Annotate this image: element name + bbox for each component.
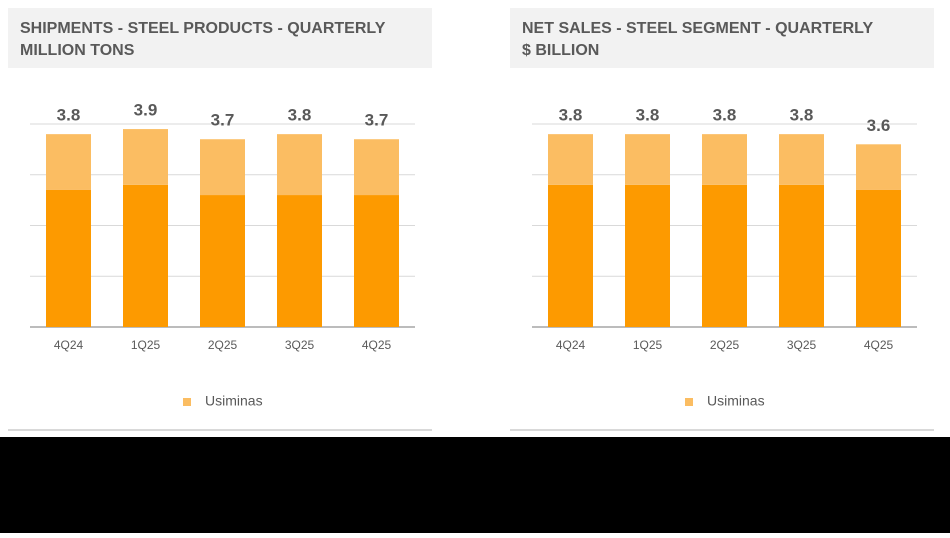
x-tick-label: 4Q24 xyxy=(556,338,586,352)
title-bar xyxy=(510,8,934,68)
chart-subtitle: $ BILLION xyxy=(522,42,599,59)
bar-segment xyxy=(856,189,901,327)
x-tick-label: 3Q25 xyxy=(285,338,315,352)
x-tick-label: 1Q25 xyxy=(633,338,663,352)
bar-segment xyxy=(46,189,91,327)
legend-label: Usiminas xyxy=(707,393,765,409)
total-label: 3.8 xyxy=(288,106,312,125)
bar-segment xyxy=(277,195,322,327)
bar-segment xyxy=(548,184,593,327)
x-tick-label: 3Q25 xyxy=(787,338,817,352)
total-label: 3.9 xyxy=(134,101,158,120)
bar-segment xyxy=(277,134,322,196)
total-label: 3.7 xyxy=(365,111,389,130)
bar-segment xyxy=(702,184,747,327)
x-tick-label: 2Q25 xyxy=(710,338,740,352)
legend-swatch xyxy=(685,398,693,406)
total-label: 3.6 xyxy=(867,116,891,135)
legend-label: Usiminas xyxy=(205,393,263,409)
total-label: 3.8 xyxy=(57,106,81,125)
bar-segment xyxy=(200,195,245,327)
chart-subtitle: MILLION TONS xyxy=(20,42,135,59)
total-label: 3.7 xyxy=(211,111,235,130)
bar-segment xyxy=(354,139,399,196)
bar-segment xyxy=(779,184,824,327)
x-tick-label: 1Q25 xyxy=(131,338,161,352)
bar-segment xyxy=(625,134,670,185)
chart-title: SHIPMENTS - STEEL PRODUCTS - QUARTERLY xyxy=(20,20,386,37)
total-label: 3.8 xyxy=(790,106,814,125)
x-tick-label: 4Q25 xyxy=(362,338,392,352)
bar-segment xyxy=(123,129,168,185)
bar-segment xyxy=(625,184,670,327)
total-label: 3.8 xyxy=(713,106,737,125)
bar-segment xyxy=(200,139,245,196)
x-tick-label: 4Q25 xyxy=(864,338,894,352)
x-tick-label: 2Q25 xyxy=(208,338,238,352)
bar-segment xyxy=(123,184,168,327)
chart-title: NET SALES - STEEL SEGMENT - QUARTERLY xyxy=(522,20,873,37)
bar-segment xyxy=(354,195,399,327)
bar-segment xyxy=(46,134,91,190)
bar-segment xyxy=(856,144,901,190)
title-bar xyxy=(8,8,432,68)
bar-segment xyxy=(702,134,747,185)
bar-segment xyxy=(779,134,824,185)
bar-segment xyxy=(548,134,593,185)
total-label: 3.8 xyxy=(636,106,660,125)
total-label: 3.8 xyxy=(559,106,583,125)
x-tick-label: 4Q24 xyxy=(54,338,84,352)
legend-swatch xyxy=(183,398,191,406)
black-band xyxy=(0,437,950,533)
